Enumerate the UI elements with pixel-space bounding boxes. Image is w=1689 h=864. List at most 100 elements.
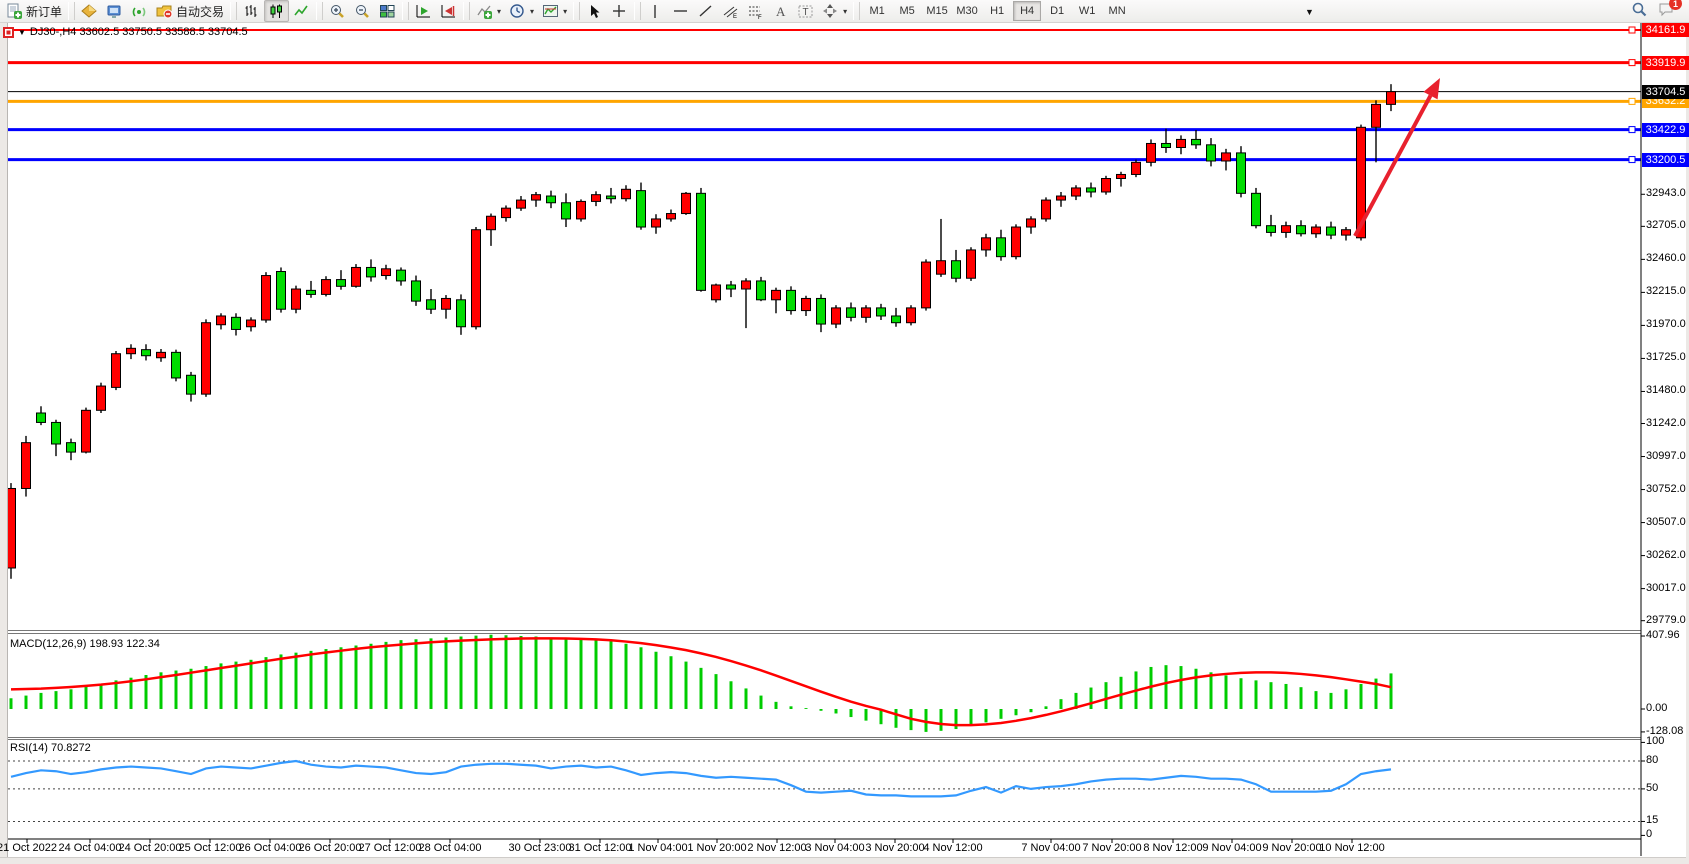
timeframe-h1-button[interactable]: H1: [990, 5, 1005, 17]
trend-arrow-line[interactable]: [1353, 94, 1433, 237]
arrows-button[interactable]: ▾: [818, 0, 851, 22]
candle-body: [891, 315, 901, 324]
timeframe-m15-button[interactable]: M15: [926, 5, 948, 17]
trendline-button[interactable]: [693, 0, 718, 22]
candle-body: [1176, 138, 1186, 149]
toolbar-overflow-icon[interactable]: ▼: [1305, 7, 1314, 17]
crosshair-button[interactable]: [607, 0, 632, 22]
periods-button[interactable]: ▾: [505, 0, 538, 22]
candle-body: [1386, 91, 1396, 105]
candle-body: [1326, 226, 1336, 236]
cursor-button[interactable]: [582, 0, 607, 22]
templates-icon: [542, 3, 559, 20]
candle-body: [516, 199, 526, 209]
hline-anchor[interactable]: [1628, 126, 1636, 134]
rsi-axis-tick: 50: [1646, 781, 1659, 794]
profiles-button[interactable]: [77, 0, 102, 22]
periods-button-dropdown-icon[interactable]: ▾: [530, 6, 535, 16]
toolbar-group: E F A T ▾: [643, 0, 851, 22]
templates-button-dropdown-icon[interactable]: ▾: [563, 6, 568, 16]
candle-body: [1116, 173, 1126, 180]
channel-icon: E: [722, 3, 739, 20]
profile-icon: [81, 3, 98, 20]
timeframe-m30-button[interactable]: M30: [956, 5, 978, 17]
time-axis-label: 9 Nov 04:00: [1202, 842, 1262, 854]
candle-body: [216, 315, 226, 326]
line-chart-button[interactable]: [289, 0, 314, 22]
hline-anchor[interactable]: [1628, 156, 1636, 164]
auto-scroll-button[interactable]: [411, 0, 436, 22]
rsi-indicator-label: RSI(14) 70.8272: [10, 742, 91, 754]
candle-body: [81, 409, 91, 453]
signals-button[interactable]: [127, 0, 152, 22]
tile-icon: [379, 3, 396, 20]
autotrading-button[interactable]: 自动交易: [152, 0, 228, 22]
candle-body: [396, 269, 406, 282]
candle-chart-button[interactable]: [264, 0, 290, 22]
autotrading-button-label: 自动交易: [176, 4, 225, 19]
fibonacci-button[interactable]: F: [743, 0, 768, 22]
candle-body: [1341, 229, 1351, 236]
search-button[interactable]: [1631, 1, 1648, 23]
zoom-in-button[interactable]: [325, 0, 350, 22]
candle-body: [171, 351, 181, 379]
candle-body: [1131, 161, 1141, 175]
hline-anchor[interactable]: [1628, 26, 1636, 34]
indicators-button[interactable]: ▾: [472, 0, 505, 22]
candle-body: [186, 374, 196, 395]
candle-body: [291, 288, 301, 310]
time-axis-label: 1 Nov 04:00: [628, 842, 688, 854]
candle-body: [36, 412, 46, 423]
timeframe-d1-button[interactable]: D1: [1050, 5, 1065, 17]
bar-chart-button[interactable]: [239, 0, 264, 22]
arrows-button-dropdown-icon[interactable]: ▾: [843, 6, 848, 16]
toolbar-separator: [463, 2, 471, 20]
zoomout-icon: [354, 3, 371, 20]
time-axis-label: 7 Nov 04:00: [1021, 842, 1081, 854]
candle-body: [801, 297, 811, 312]
trend-arrow-head[interactable]: [1423, 78, 1440, 100]
toolbar-group: 自动交易: [77, 0, 228, 22]
timeframe-h4-button[interactable]: H4: [1013, 1, 1042, 21]
new-order-button[interactable]: 新订单: [2, 0, 66, 22]
text-button[interactable]: A: [768, 0, 793, 22]
new-order-icon: [6, 3, 23, 20]
price-axis-tick: 31480.0: [1646, 384, 1686, 397]
templates-button[interactable]: ▾: [538, 0, 571, 22]
candle-body: [771, 289, 781, 301]
horizontal-line-button[interactable]: [668, 0, 693, 22]
indicators-button-dropdown-icon[interactable]: ▾: [497, 6, 502, 16]
candle-body: [606, 195, 616, 200]
candle-body: [1281, 225, 1291, 233]
candle-body: [1041, 199, 1051, 220]
timeframe-mn-button[interactable]: MN: [1108, 5, 1126, 17]
tile-windows-button[interactable]: [375, 0, 400, 22]
candle-body: [936, 260, 946, 275]
hline-anchor[interactable]: [1628, 59, 1636, 67]
vertical-line-button[interactable]: [643, 0, 668, 22]
equidistant-channel-button[interactable]: E: [718, 0, 743, 22]
toolbar-separator: [316, 2, 324, 20]
text-label-button[interactable]: T: [793, 0, 818, 22]
hline-anchor[interactable]: [1628, 97, 1636, 105]
timeframe-m1-button[interactable]: M1: [869, 5, 885, 17]
candle-body: [411, 280, 421, 302]
zoom-out-button[interactable]: [350, 0, 375, 22]
candle-body: [1026, 218, 1036, 228]
timeframe-m5-button[interactable]: M5: [899, 5, 915, 17]
time-axis-label: 4 Nov 12:00: [923, 842, 983, 854]
crosshair-icon: [611, 3, 628, 20]
time-axis-label: 27 Oct 12:00: [358, 842, 422, 854]
candle-body: [1101, 178, 1111, 193]
timeframe-w1-button[interactable]: W1: [1078, 5, 1096, 17]
chart-shift-button[interactable]: [436, 0, 461, 22]
one-click-trading-arrow-icon[interactable]: ▼: [18, 27, 26, 37]
candle-body: [786, 289, 796, 312]
candle-body: [996, 237, 1006, 258]
candle-body: [51, 421, 61, 445]
notifications-button[interactable]: 1: [1658, 0, 1682, 23]
market-watch-button[interactable]: [102, 0, 127, 22]
